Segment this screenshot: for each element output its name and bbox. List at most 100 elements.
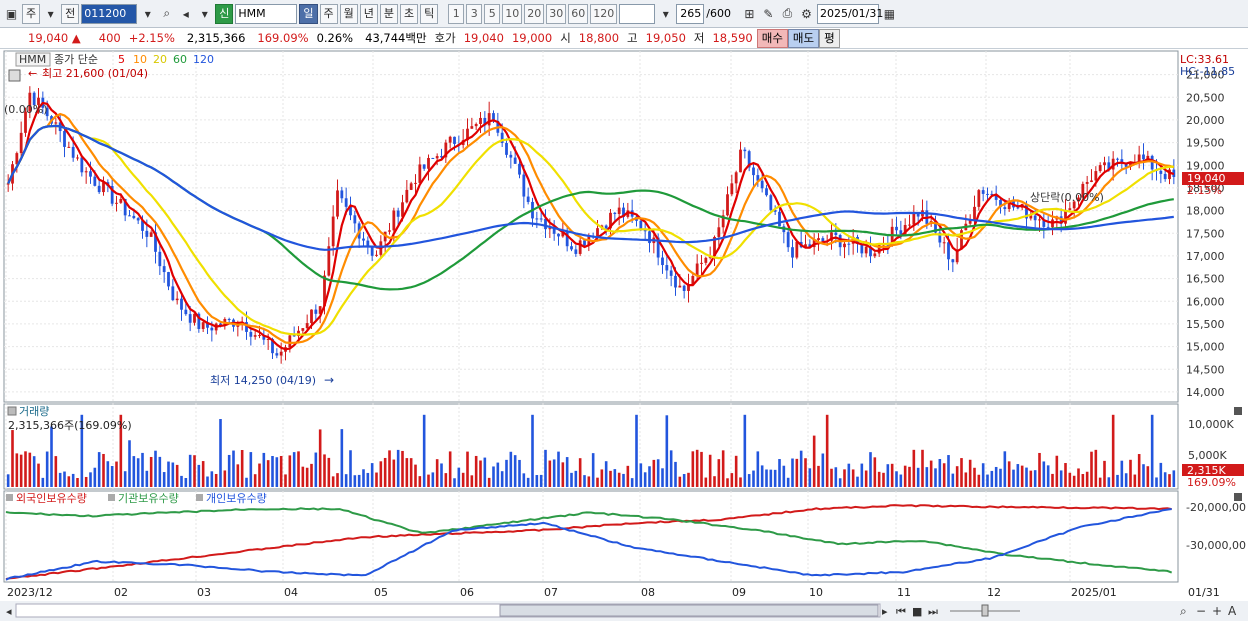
- stock-name-field[interactable]: HMM: [235, 3, 298, 24]
- candle-body: [513, 157, 517, 164]
- hc-label: HC:-11.85: [1180, 65, 1235, 78]
- custom-count-input[interactable]: [619, 3, 656, 24]
- holding-panel-close-icon[interactable]: [1234, 493, 1242, 501]
- scroll-right-icon[interactable]: ▸: [882, 605, 888, 618]
- count-5-button[interactable]: 5: [484, 3, 501, 24]
- candle-body: [739, 149, 742, 173]
- candle-body: [336, 190, 339, 217]
- search-icon[interactable]: ⌕: [163, 6, 171, 20]
- period-year-button[interactable]: 년: [359, 3, 378, 24]
- volume-bar: [292, 452, 296, 487]
- candle-body: [1098, 165, 1102, 172]
- list-dropdown-icon[interactable]: ▾: [201, 6, 208, 21]
- sound-icon[interactable]: ◂: [182, 6, 189, 21]
- volume-panel-icon[interactable]: [7, 406, 17, 416]
- volume-panel-close-icon[interactable]: [1234, 407, 1242, 415]
- code-dropdown-icon[interactable]: ▾: [144, 6, 151, 21]
- period-week-button[interactable]: 주: [319, 3, 338, 24]
- volume-bar: [548, 460, 552, 487]
- volume-bar: [67, 476, 71, 487]
- candle-body: [89, 171, 92, 177]
- dropdown-icon[interactable]: ▾: [47, 6, 54, 21]
- sell-button[interactable]: 매도: [787, 28, 820, 48]
- candle-body: [526, 196, 530, 202]
- price-tag: 19,040: [1187, 172, 1226, 185]
- rewind-icon[interactable]: ⏮: [896, 605, 906, 618]
- count-1-button[interactable]: 1: [448, 3, 465, 24]
- zoom-slider-handle[interactable]: [981, 604, 989, 617]
- candle-body: [474, 124, 478, 127]
- minus-icon[interactable]: −: [1196, 604, 1206, 618]
- volume-bar: [15, 453, 19, 487]
- custom-count-dropdown-icon[interactable]: ▾: [662, 6, 669, 21]
- ask-price: 19,000: [511, 31, 553, 45]
- volume-bar: [886, 464, 890, 487]
- volume-bar: [526, 477, 530, 487]
- candle-body: [916, 213, 920, 217]
- low-price: 18,590: [712, 31, 753, 45]
- candle-body: [37, 97, 40, 105]
- text-size-icon[interactable]: A: [1228, 604, 1237, 618]
- plus-icon[interactable]: +: [1212, 604, 1222, 618]
- candle-body: [505, 142, 508, 155]
- count-60-button[interactable]: 60: [568, 3, 589, 24]
- calendar-icon[interactable]: ▦: [883, 6, 896, 21]
- print-icon[interactable]: ⎙: [782, 6, 793, 20]
- candle-body: [1137, 154, 1141, 163]
- candle-body: [492, 113, 495, 121]
- candle-body: [726, 194, 729, 216]
- candle-body: [115, 202, 118, 204]
- panel-menu-icon[interactable]: [8, 69, 21, 82]
- settings-gear-icon[interactable]: ⚙: [801, 6, 812, 21]
- x-last-date: 01/31: [1188, 586, 1220, 599]
- count-120-button[interactable]: 120: [590, 3, 618, 24]
- candle-body: [1033, 215, 1037, 221]
- count-30-button[interactable]: 30: [546, 3, 567, 24]
- code-input[interactable]: 011200: [81, 3, 138, 24]
- volume-bar: [734, 455, 738, 487]
- period-second-button[interactable]: 초: [400, 3, 419, 24]
- candle-body: [318, 306, 322, 314]
- scroll-thumb[interactable]: [499, 604, 879, 617]
- volume-bar: [639, 463, 643, 487]
- window-icon[interactable]: ▣: [5, 6, 18, 21]
- zoom-out-icon[interactable]: ⌕: [1180, 604, 1187, 618]
- count-10-button[interactable]: 10: [502, 3, 523, 24]
- volume-bar: [288, 455, 292, 487]
- buy-button[interactable]: 매수: [756, 28, 788, 48]
- chart-tools-icon[interactable]: ⊞: [744, 6, 755, 21]
- forward-icon[interactable]: ⏭: [928, 605, 938, 618]
- period-select[interactable]: 주: [22, 3, 41, 24]
- bar-count-input[interactable]: 265: [676, 3, 705, 24]
- period-minute-button[interactable]: 분: [379, 3, 398, 24]
- price-tick-label: 18,000: [1186, 205, 1225, 218]
- stop-icon[interactable]: ■: [912, 605, 922, 618]
- date-input[interactable]: 2025/01/31: [816, 3, 883, 24]
- legend-ma120: 120: [193, 53, 214, 66]
- new-badge[interactable]: 신: [215, 3, 234, 24]
- holding-tick-1: -20,000,00: [1186, 501, 1246, 514]
- volume-bar: [1077, 468, 1080, 487]
- price-tick-label: 17,000: [1186, 250, 1225, 263]
- draw-tools-icon[interactable]: ✎: [763, 6, 774, 21]
- period-tick-button[interactable]: 틱: [420, 3, 439, 24]
- candle-body: [596, 228, 599, 238]
- period-day-button[interactable]: 일: [299, 3, 318, 24]
- count-3-button[interactable]: 3: [466, 3, 483, 24]
- volume-bar: [197, 464, 201, 487]
- candle-body: [483, 117, 487, 126]
- volume-bar: [323, 454, 326, 487]
- candle-body: [349, 206, 352, 216]
- prev-button[interactable]: 전: [61, 3, 80, 24]
- flat-button[interactable]: 평: [819, 28, 840, 48]
- scroll-left-icon[interactable]: ◂: [6, 605, 12, 618]
- period-month-button[interactable]: 월: [339, 3, 358, 24]
- volume-bar: [947, 455, 950, 487]
- volume-bar: [1090, 451, 1093, 487]
- candle-body: [1072, 201, 1076, 209]
- count-20-button[interactable]: 20: [524, 3, 545, 24]
- candle-body: [1038, 219, 1041, 221]
- candle-body: [427, 157, 430, 169]
- volume-bar: [600, 469, 604, 487]
- volume-bar: [838, 478, 842, 487]
